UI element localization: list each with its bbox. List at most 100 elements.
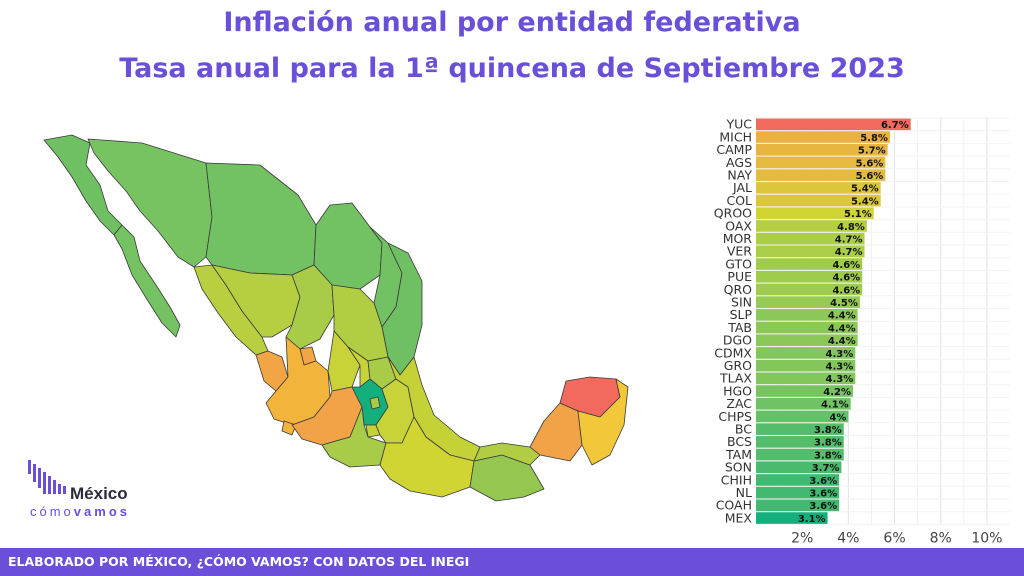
- value-label: 3.6%: [809, 501, 837, 512]
- value-label: 5.6%: [856, 171, 884, 182]
- inflation-bar-chart: YUC 6.7% MICH 5.8% CAMP 5.7% AGS 5.6% NAY 5.6% JAL…: [714, 117, 1010, 544]
- bar-tam: [756, 448, 844, 461]
- value-label: 4.4%: [828, 323, 856, 334]
- x-tick-label: 4%: [837, 530, 859, 544]
- value-label: 5.4%: [851, 196, 879, 207]
- value-label: 3.8%: [814, 425, 842, 436]
- bar-cdmx: [756, 347, 856, 359]
- value-label: 4.3%: [826, 374, 854, 385]
- mexico-choropleth-map: [43, 134, 629, 502]
- logo-name: México: [70, 484, 128, 503]
- map-state-tab: [473, 442, 541, 466]
- category-label: CHIH: [721, 472, 752, 487]
- value-label: 4.1%: [821, 400, 849, 411]
- category-label: MICH: [719, 129, 752, 144]
- value-label: 4.3%: [826, 361, 854, 372]
- value-label: 3.1%: [798, 514, 826, 525]
- value-label: 4.7%: [835, 247, 863, 258]
- footer-bar: ELABORADO POR MÉXICO, ¿CÓMO VAMOS? CON D…: [0, 548, 1024, 576]
- value-label: 6.7%: [881, 120, 909, 131]
- bar-tab: [756, 321, 858, 334]
- category-label: CHPS: [718, 409, 752, 424]
- category-label: CAMP: [716, 142, 752, 157]
- value-label: 3.6%: [809, 488, 837, 499]
- bar-chih: [756, 474, 840, 486]
- logo-bars-icon: [28, 460, 66, 494]
- bar-jal: [756, 182, 881, 194]
- category-label: TAB: [727, 320, 752, 335]
- map-state-son: [87, 138, 213, 268]
- category-label: COL: [726, 193, 752, 208]
- value-label: 4.2%: [823, 387, 851, 398]
- bar-mich: [756, 131, 890, 143]
- bar-qro: [756, 283, 863, 296]
- bar-ver: [756, 245, 865, 258]
- bar-tlax: [756, 372, 856, 385]
- value-label: 4%: [829, 412, 846, 423]
- value-label: 5.6%: [856, 158, 884, 169]
- category-label: NL: [736, 485, 752, 500]
- value-label: 4.6%: [832, 285, 860, 296]
- category-label: OAX: [725, 218, 752, 233]
- value-label: 4.8%: [837, 222, 865, 233]
- value-label: 3.8%: [814, 438, 842, 449]
- map-state-bcs: [113, 224, 181, 338]
- category-label: HGO: [723, 383, 752, 398]
- category-label: JAL: [732, 180, 752, 195]
- value-label: 4.5%: [830, 298, 858, 309]
- category-label: QRO: [724, 282, 753, 297]
- bar-sin: [756, 296, 860, 308]
- value-label: 3.6%: [809, 476, 837, 487]
- logo-subtitle: cómovamos: [30, 504, 130, 519]
- bar-mex: [756, 512, 828, 524]
- map-state-gro: [321, 406, 387, 468]
- category-label: ZAC: [726, 396, 752, 411]
- value-label: 4.4%: [828, 311, 856, 322]
- category-label: SON: [725, 460, 752, 475]
- value-label: 4.6%: [832, 273, 860, 284]
- bar-yuc: [756, 118, 911, 131]
- value-label: 5.8%: [860, 133, 888, 144]
- bar-qroo: [756, 207, 874, 220]
- chart-subtitle: Tasa anual para la 1ª quincena de Septie…: [119, 53, 905, 84]
- value-label: 4.3%: [826, 349, 854, 360]
- category-label: NAY: [727, 167, 752, 182]
- category-label: CDMX: [714, 345, 752, 360]
- x-tick-label: 10%: [971, 530, 1002, 544]
- category-label: SIN: [731, 294, 752, 309]
- category-label: TLAX: [719, 371, 752, 386]
- category-label: PUE: [727, 269, 752, 284]
- bar-ags: [756, 156, 886, 169]
- value-label: 4.6%: [832, 260, 860, 271]
- category-label: BCS: [727, 434, 752, 449]
- category-label: SLP: [730, 307, 753, 322]
- category-label: BC: [735, 421, 752, 436]
- bar-zac: [756, 397, 851, 410]
- bar-slp: [756, 309, 858, 321]
- map-state-cdmx: [369, 396, 381, 410]
- bar-gto: [756, 258, 863, 270]
- bar-mor: [756, 232, 865, 245]
- bar-chps: [756, 410, 849, 423]
- value-label: 3.7%: [812, 463, 840, 474]
- category-label: AGS: [726, 155, 752, 170]
- bar-oax: [756, 220, 867, 232]
- bar-pue: [756, 270, 863, 283]
- category-label: GRO: [724, 358, 752, 373]
- bar-col: [756, 194, 881, 207]
- value-label: 5.7%: [858, 146, 886, 157]
- bar-coah: [756, 499, 840, 512]
- value-label: 3.8%: [814, 450, 842, 461]
- map-state-oax: [379, 416, 475, 498]
- bar-bcs: [756, 436, 844, 448]
- value-label: 5.1%: [844, 209, 872, 220]
- category-label: VER: [727, 244, 752, 259]
- footer-text: ELABORADO POR MÉXICO, ¿CÓMO VAMOS? CON D…: [8, 554, 470, 569]
- value-label: 5.4%: [851, 184, 879, 195]
- map-state-dgo: [211, 264, 301, 338]
- chart-title: Inflación anual por entidad federativa: [223, 7, 801, 38]
- bar-bc: [756, 423, 844, 435]
- bar-camp: [756, 143, 888, 156]
- value-label: 4.4%: [828, 336, 856, 347]
- category-label: MEX: [725, 510, 753, 525]
